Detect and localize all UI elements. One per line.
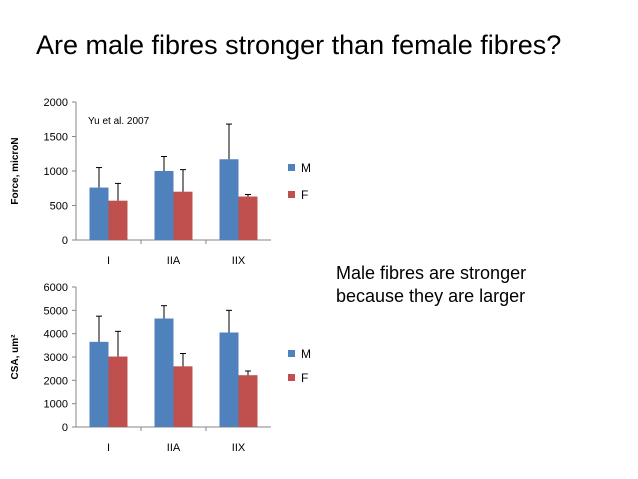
chart1-y-tick-label: 2000	[44, 375, 68, 387]
force-chart-svg: 0 500 1000 1500 2000 Force, microN I IIA IIX Yu e…	[10, 97, 311, 267]
force-chart: 0 500 1000 1500 2000 Force, microN I IIA IIX Yu e…	[0, 95, 330, 275]
chart0-bar-F-IIA	[173, 191, 193, 240]
chart1-bar-M-IIX	[219, 332, 239, 427]
chart1-y-tick-label: 4000	[44, 329, 68, 341]
chart0-bar-M-IIX	[219, 159, 239, 240]
chart1-category-label: I	[107, 442, 110, 454]
chart1-y-tick-label: 5000	[44, 305, 68, 317]
chart0-bar-M-I	[89, 187, 109, 240]
chart0-y-tick-label: 2000	[44, 97, 68, 109]
chart1-legend-swatch-M	[288, 350, 295, 357]
chart1-legend-label-M: M	[301, 347, 311, 361]
conclusion-line-1: Male fibres are stronger	[336, 263, 527, 283]
chart0-legend-swatch-M	[288, 164, 295, 171]
chart0-bar-F-IIX	[238, 196, 258, 240]
chart1-bar-F-IIX	[238, 375, 258, 427]
chart1-bar-M-IIA	[154, 318, 174, 427]
conclusion-line-2: because they are larger	[336, 286, 526, 306]
chart1-legend-swatch-F	[288, 374, 295, 381]
chart0-annotation: Yu et al. 2007	[88, 116, 150, 127]
chart1-category-label: IIA	[167, 442, 181, 454]
chart1-y-tick-label: 6000	[44, 282, 68, 294]
slide-title: Are male fibres stronger than female fib…	[36, 30, 562, 60]
chart1-category-label: IIX	[232, 442, 246, 454]
chart1-y-tick-label: 3000	[44, 352, 68, 364]
chart0-category-label: I	[107, 255, 110, 267]
chart0-bar-F-I	[108, 200, 128, 240]
csa-chart-svg: 0 1000 2000 3000 4000 5000 6000 CSA, um² I IIA IIX…	[10, 282, 311, 454]
chart1-legend-label-F: F	[301, 371, 308, 385]
chart1-bar-F-I	[108, 356, 128, 427]
chart0-y-tick-label: 0	[62, 235, 68, 247]
csa-chart: 0 1000 2000 3000 4000 5000 6000 CSA, um² I IIA IIX…	[0, 280, 330, 460]
chart1-y-tick-label: 1000	[44, 399, 68, 411]
chart1-y-axis-label: CSA, um²	[10, 334, 21, 380]
chart0-bar-M-IIA	[154, 171, 174, 240]
conclusion-text: Male fibres are stronger because they ar…	[336, 262, 616, 308]
chart0-category-label: IIX	[232, 255, 246, 267]
chart0-legend-label-F: F	[301, 188, 308, 202]
chart0-y-tick-label: 500	[50, 201, 68, 213]
chart1-y-tick-label: 0	[62, 422, 68, 434]
chart0-y-tick-label: 1000	[44, 166, 68, 178]
chart1-bar-F-IIA	[173, 366, 193, 427]
chart0-y-tick-label: 1500	[44, 132, 68, 144]
chart0-category-label: IIA	[167, 255, 181, 267]
chart1-bar-M-I	[89, 341, 109, 427]
chart0-legend-label-M: M	[301, 161, 311, 175]
chart0-y-axis-label: Force, microN	[10, 137, 21, 204]
chart0-legend-swatch-F	[288, 191, 295, 198]
